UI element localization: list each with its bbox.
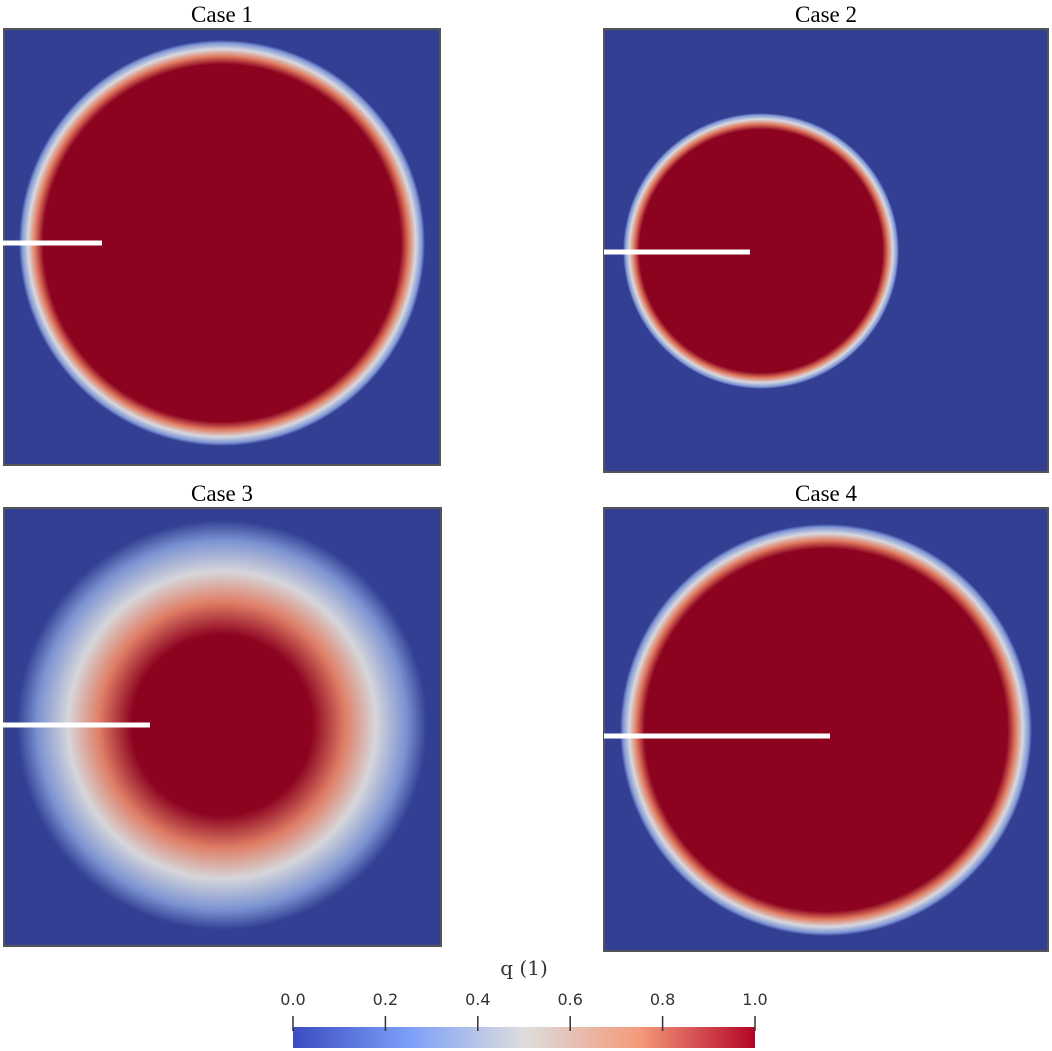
panel-title: Case 1 [191,2,253,27]
panel-title: Case 4 [795,481,857,506]
field [623,113,899,389]
tick-label: 0.6 [557,990,582,1009]
colorbar-title: q (1) [500,956,548,980]
panel-title: Case 2 [795,2,857,27]
tick-label: 0.4 [465,990,490,1009]
field [17,520,427,930]
panel-title: Case 3 [191,481,253,506]
tick-label: 1.0 [742,990,767,1009]
field [620,524,1032,936]
tick-label: 0.0 [280,990,305,1009]
field [19,40,425,446]
tick-label: 0.2 [373,990,398,1009]
colorbar-ticks: 0.0 0.2 0.4 0.6 0.8 1.0 [280,990,768,1031]
colorbar [293,1027,755,1048]
tick-label: 0.8 [650,990,675,1009]
